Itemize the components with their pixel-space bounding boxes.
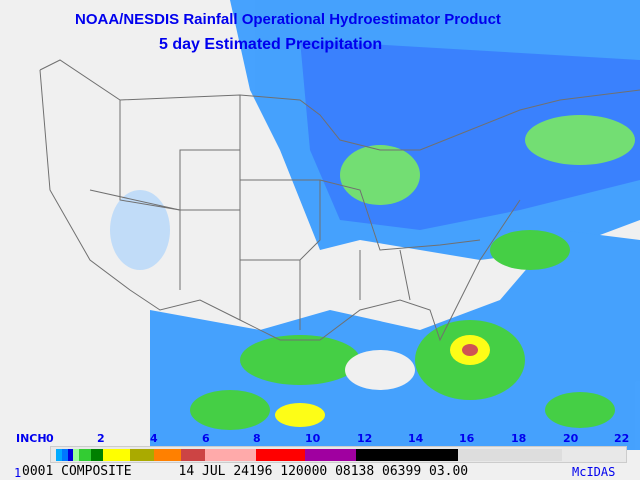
- legend-color-segment: [103, 449, 130, 461]
- legend-color-segment: [130, 449, 154, 461]
- legend-color-segment: [56, 449, 62, 461]
- precip-field: [110, 0, 640, 450]
- legend-tick-label: 12: [357, 432, 373, 445]
- legend-color-segment: [91, 449, 103, 461]
- state-boundaries: [39, 59, 640, 342]
- legend-tick-label: 20: [563, 432, 579, 445]
- legend-tick-label: 18: [511, 432, 527, 445]
- legend-tick-label: 4: [150, 432, 158, 445]
- legend-color-segment: [73, 449, 79, 461]
- legend-color-segment: [256, 449, 305, 461]
- legend-tick-label: 6: [202, 432, 210, 445]
- legend-unit-label: INCH: [16, 432, 47, 445]
- legend-color-segment: [205, 449, 256, 461]
- legend-tick-label: 2: [97, 432, 105, 445]
- legend-tick-label: 0: [46, 432, 54, 445]
- image-info: 0001 COMPOSITE 14 JUL 24196 120000 08138…: [22, 464, 469, 479]
- legend-color-segment: [68, 449, 73, 461]
- legend-color-segment: [154, 449, 181, 461]
- legend-tick-label: 8: [253, 432, 261, 445]
- legend-color-segment: [305, 449, 356, 461]
- frame-number: 1: [14, 466, 22, 480]
- product-subtitle: 5 day Estimated Precipitation: [159, 36, 383, 53]
- legend-tick-label: 10: [305, 432, 321, 445]
- product-title: NOAA/NESDIS Rainfall Operational Hydroes…: [75, 11, 501, 28]
- legend-color-bar: [50, 446, 627, 463]
- legend-tick-label: 14: [408, 432, 424, 445]
- legend-tick-label: 16: [459, 432, 475, 445]
- legend-color-segment: [181, 449, 205, 461]
- legend-color-segment: [458, 449, 562, 461]
- legend-tick-label: 22: [614, 432, 630, 445]
- software-label: McIDAS: [572, 465, 616, 479]
- legend-color-segment: [79, 449, 91, 461]
- legend-color-segment: [62, 449, 68, 461]
- legend-color-segment: [356, 449, 458, 461]
